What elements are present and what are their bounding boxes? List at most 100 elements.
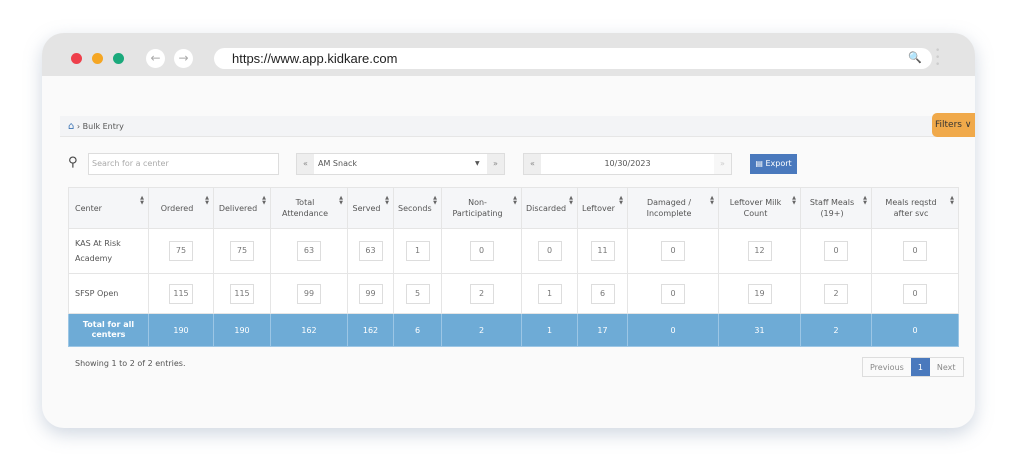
value-input[interactable]: 11: [590, 241, 615, 261]
sort-icon[interactable]: ▲ ▼: [569, 195, 573, 206]
cell: 11: [577, 228, 628, 274]
column-header-label: Meals reqstd after svc: [885, 198, 937, 218]
cell: 115: [213, 273, 271, 314]
browser-window: ← → https://www.app.kidkare.com 🔍 • • • ⌂ ›…: [42, 33, 975, 428]
meal-select[interactable]: « AM Snack ▼ »: [296, 153, 505, 175]
value-input[interactable]: 12: [747, 241, 772, 261]
column-header-label: Non-Participating: [452, 198, 503, 218]
sort-icon[interactable]: ▲ ▼: [710, 195, 714, 206]
cell: 1: [393, 228, 442, 274]
breadcrumb: ⌂ › Bulk Entry: [60, 116, 972, 137]
column-header[interactable]: Discarded ▲ ▼: [521, 187, 578, 229]
column-header-label: Staff Meals (19+): [809, 198, 855, 218]
value-input[interactable]: 0: [903, 241, 927, 261]
column-header[interactable]: Ordered ▲ ▼: [148, 187, 214, 229]
value-input[interactable]: 99: [297, 283, 321, 304]
previous-date-button[interactable]: «: [524, 154, 541, 174]
search-input[interactable]: Search for a center: [88, 153, 279, 175]
value-input[interactable]: 5: [405, 283, 430, 304]
value-input[interactable]: 0: [661, 283, 685, 304]
sort-icon[interactable]: ▲ ▼: [513, 195, 517, 206]
cell: 0: [627, 228, 719, 274]
value-input[interactable]: 75: [230, 241, 254, 261]
value-input[interactable]: 75: [169, 241, 193, 261]
column-header[interactable]: Served ▲ ▼: [347, 187, 394, 229]
value-input[interactable]: 2: [824, 283, 848, 304]
total-value: 2: [800, 313, 872, 347]
value-input[interactable]: 2: [469, 283, 494, 304]
sort-icon[interactable]: ▲ ▼: [619, 195, 623, 206]
bulk-entry-table: Center ▲ ▼ Ordered ▲ ▼ Delivered ▲ ▼ Total Attend…: [68, 187, 959, 347]
filters-button[interactable]: Filters ∨: [932, 113, 975, 137]
minimize-window-button[interactable]: [92, 53, 103, 64]
cell: 99: [347, 273, 394, 314]
column-header[interactable]: Staff Meals (19+) ▲ ▼: [800, 187, 872, 229]
menu-dots-icon[interactable]: • • •: [935, 46, 941, 70]
cell: 5: [393, 273, 442, 314]
column-header[interactable]: Damaged / Incomplete ▲ ▼: [627, 187, 719, 229]
value-input[interactable]: 115: [230, 283, 254, 304]
column-header[interactable]: Non-Participating ▲ ▼: [441, 187, 522, 229]
column-header-label: Leftover: [582, 203, 615, 213]
column-header[interactable]: Total Attendance ▲ ▼: [270, 187, 348, 229]
cell: 0: [627, 273, 719, 314]
sort-icon[interactable]: ▲ ▼: [339, 195, 343, 206]
sort-icon[interactable]: ▲ ▼: [792, 195, 796, 206]
value-input[interactable]: 0: [537, 241, 562, 261]
column-header[interactable]: Seconds ▲ ▼: [393, 187, 442, 229]
close-window-button[interactable]: [71, 53, 82, 64]
cell: 2: [800, 273, 872, 314]
value-input[interactable]: 99: [358, 283, 383, 304]
sort-icon[interactable]: ▲ ▼: [262, 195, 266, 206]
home-icon[interactable]: ⌂: [68, 121, 75, 132]
column-header[interactable]: Meals reqstd after svc ▲ ▼: [871, 187, 959, 229]
search-icon: 🔍: [908, 52, 922, 64]
date-picker[interactable]: « 10/30/2023 »: [523, 153, 732, 175]
maximize-window-button[interactable]: [113, 53, 124, 64]
value-input[interactable]: 115: [169, 283, 193, 304]
value-input[interactable]: 63: [358, 241, 383, 261]
export-label: Export: [765, 159, 792, 168]
column-header-label: Center: [75, 203, 102, 213]
column-header[interactable]: Delivered ▲ ▼: [213, 187, 271, 229]
next-page-button[interactable]: Next: [929, 358, 963, 376]
column-header-label: Damaged / Incomplete: [646, 198, 692, 218]
sort-icon[interactable]: ▲ ▼: [433, 195, 437, 206]
column-header[interactable]: Leftover ▲ ▼: [577, 187, 628, 229]
next-date-button[interactable]: »: [714, 154, 731, 174]
sort-icon[interactable]: ▲ ▼: [863, 195, 867, 206]
value-input[interactable]: 0: [824, 241, 848, 261]
export-button[interactable]: ▤ Export: [750, 154, 797, 174]
value-input[interactable]: 1: [537, 283, 562, 304]
column-header[interactable]: Center ▲ ▼: [68, 187, 149, 229]
cell: 63: [347, 228, 394, 274]
address-bar[interactable]: https://www.app.kidkare.com 🔍: [214, 48, 932, 69]
back-arrow-icon[interactable]: ←: [146, 49, 165, 68]
column-header[interactable]: Leftover Milk Count ▲ ▼: [718, 187, 801, 229]
previous-meal-button[interactable]: «: [297, 154, 314, 174]
total-value: 190: [148, 313, 214, 347]
value-input[interactable]: 1: [405, 241, 430, 261]
value-input[interactable]: 0: [903, 283, 927, 304]
column-header-label: Ordered: [160, 203, 194, 213]
cell: 0: [441, 228, 522, 274]
value-input[interactable]: 6: [590, 283, 615, 304]
total-value: 0: [627, 313, 719, 347]
previous-page-button[interactable]: Previous: [863, 358, 911, 376]
value-input[interactable]: 19: [747, 283, 772, 304]
sort-icon[interactable]: ▲ ▼: [140, 195, 144, 206]
value-input[interactable]: 0: [469, 241, 494, 261]
sort-icon[interactable]: ▲ ▼: [205, 195, 209, 206]
center-name: SFSP Open: [68, 273, 149, 314]
sort-icon[interactable]: ▲ ▼: [950, 195, 954, 206]
url-text: https://www.app.kidkare.com: [232, 51, 398, 66]
column-header-label: Delivered: [218, 203, 258, 213]
forward-arrow-icon[interactable]: →: [174, 49, 193, 68]
sort-icon[interactable]: ▲ ▼: [385, 195, 389, 206]
value-input[interactable]: 63: [297, 241, 321, 261]
next-meal-button[interactable]: »: [487, 154, 504, 174]
page-1-button[interactable]: 1: [910, 358, 930, 376]
entries-info: Showing 1 to 2 of 2 entries.: [75, 359, 186, 368]
pagination: Previous 1 Next: [862, 357, 964, 377]
value-input[interactable]: 0: [661, 241, 685, 261]
